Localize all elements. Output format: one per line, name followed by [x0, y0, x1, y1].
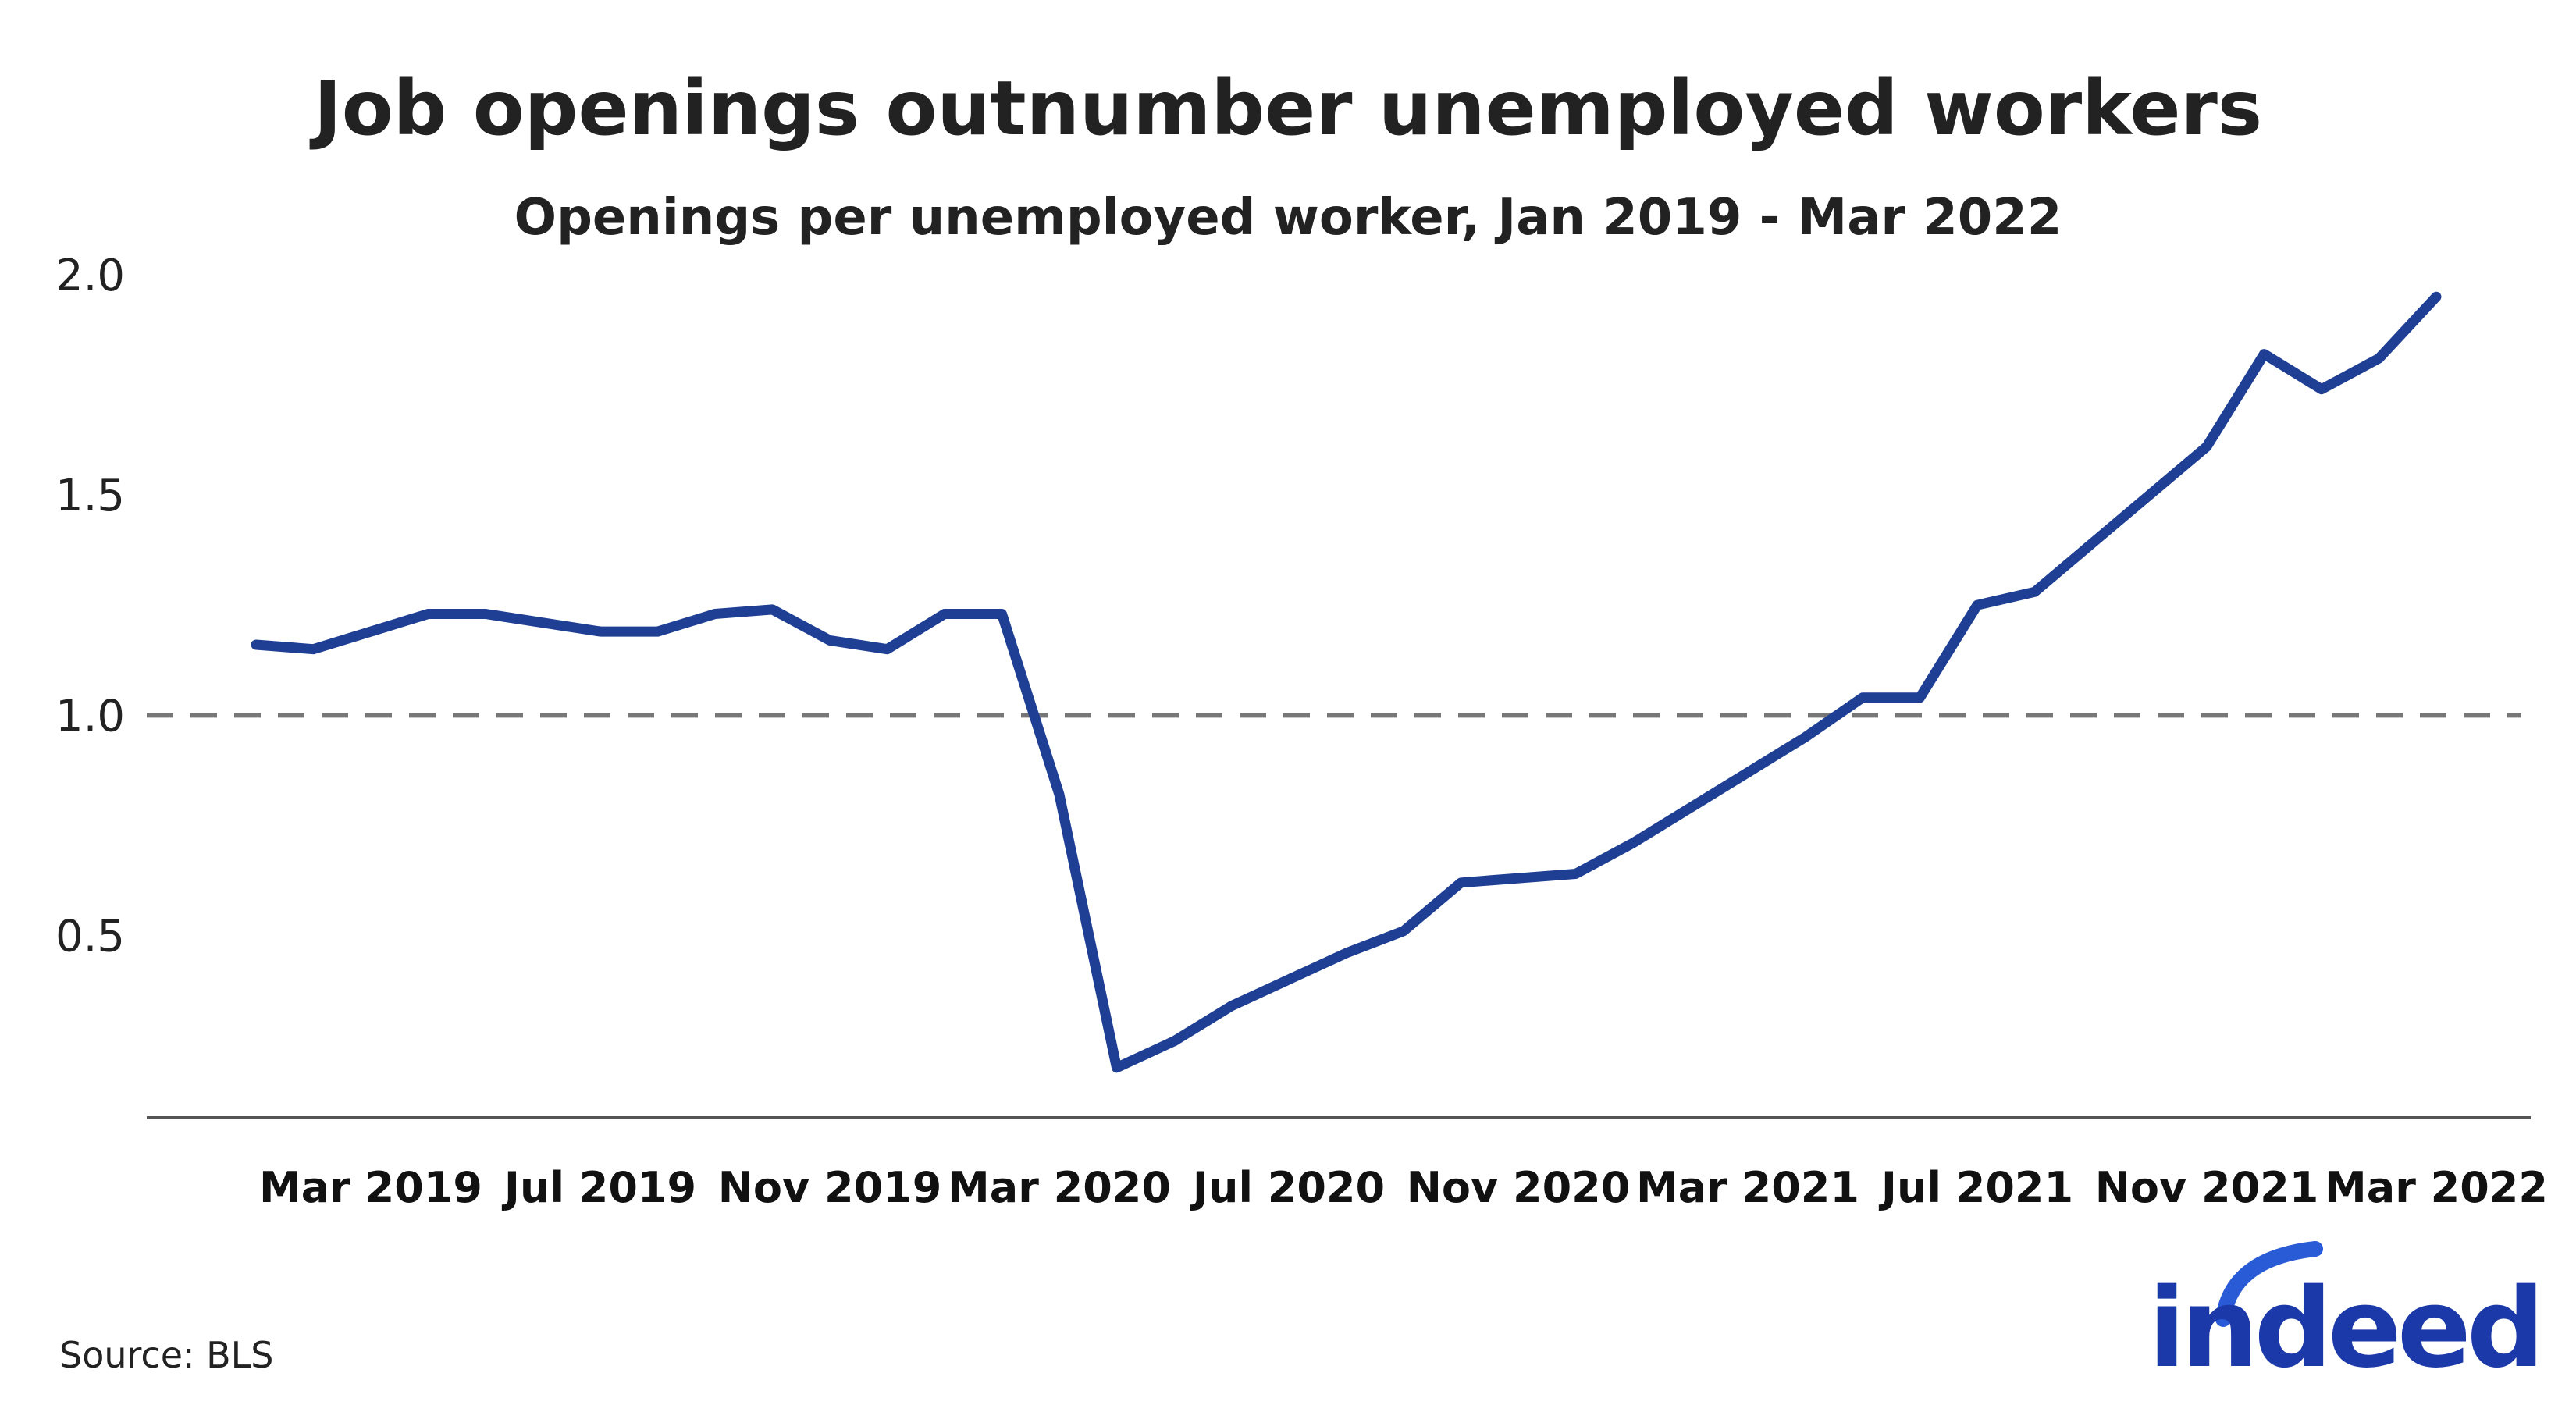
svg-text:indeed: indeed	[2148, 1265, 2540, 1393]
x-tick-label: Mar 2020	[948, 1163, 1171, 1212]
x-tick-label: Jul 2021	[1878, 1163, 2073, 1212]
x-tick-label: Jul 2020	[1190, 1163, 1385, 1212]
y-tick-label: 1.0	[55, 691, 125, 742]
indeed-logo: indeed	[2148, 1241, 2545, 1393]
y-tick-label: 2.0	[55, 251, 125, 301]
series-line	[251, 291, 2442, 1073]
x-tick-label: Jul 2019	[501, 1163, 696, 1212]
x-axis-tick-labels: Mar 2019 Jul 2019 Nov 2019 Mar 2020 Jul 2020…	[259, 1163, 2548, 1212]
x-tick-label: Mar 2019	[259, 1163, 482, 1212]
x-tick-label: Mar 2021	[1636, 1163, 1859, 1212]
x-tick-label: Nov 2019	[718, 1163, 942, 1212]
source-note: Source: BLS	[59, 1334, 274, 1376]
y-tick-label: 0.5	[55, 911, 125, 962]
chart-subtitle: Openings per unemployed worker, Jan 2019…	[514, 189, 2062, 247]
x-tick-label: Nov 2021	[2095, 1163, 2319, 1212]
chart-title: Job openings outnumber unemployed worker…	[309, 65, 2262, 152]
y-tick-label: 1.5	[55, 471, 125, 521]
y-axis-tick-labels: 0.5 1.0 1.5 2.0	[55, 251, 125, 962]
x-tick-label: Nov 2020	[1407, 1163, 1631, 1212]
x-tick-label: Mar 2022	[2325, 1163, 2548, 1212]
